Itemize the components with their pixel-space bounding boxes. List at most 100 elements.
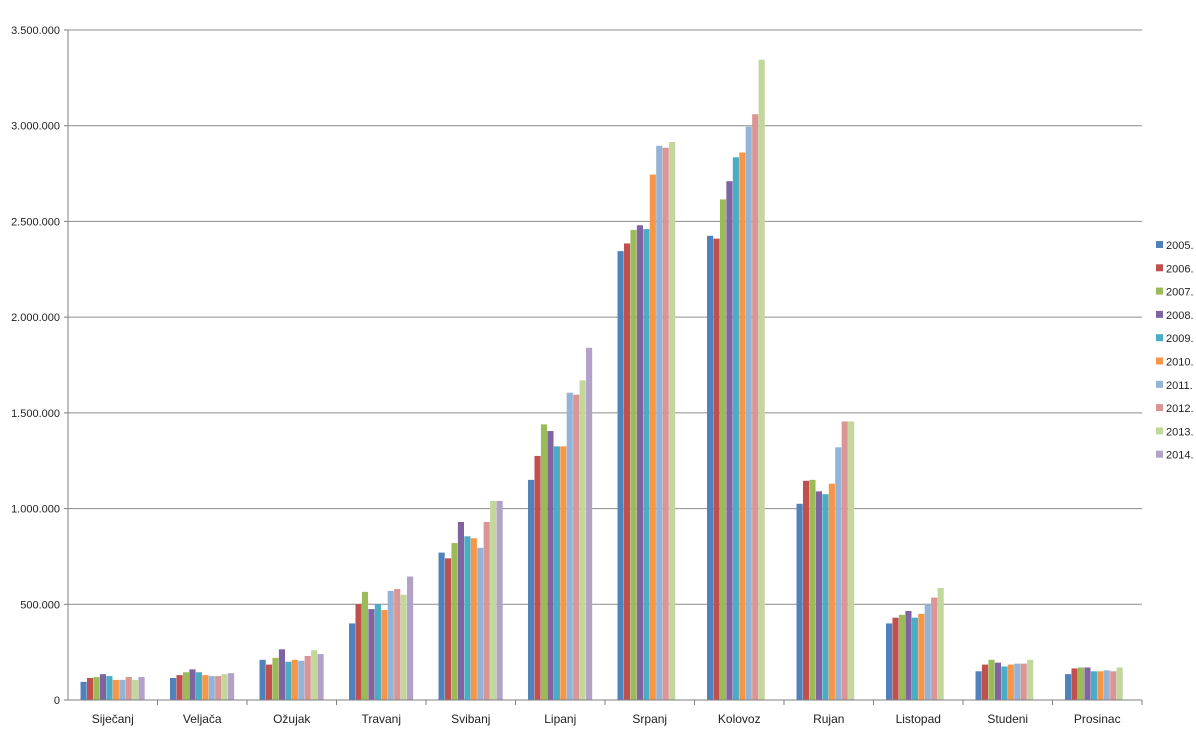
bar [80,681,87,700]
bar [298,660,305,700]
bar [1014,663,1021,700]
bar [662,147,669,700]
bar [649,174,656,700]
bar [623,243,631,700]
x-tick-label: Prosinac [1074,712,1121,726]
bar [490,500,497,700]
bar [802,480,810,700]
bar [208,676,215,700]
bar [573,394,580,700]
bar [886,623,893,700]
bar [93,677,100,700]
bar [534,455,541,700]
legend-swatch [1156,380,1163,388]
bar [1027,659,1034,700]
bar [125,677,132,700]
bar [259,659,266,700]
bar [732,157,739,701]
bar [892,617,899,700]
bar [815,491,823,700]
y-tick-label: 3.500.000 [11,25,60,37]
bar [170,677,177,700]
bar [106,676,113,700]
legend-label: 2007. [1166,287,1194,299]
bar [918,613,925,700]
bar [726,181,733,700]
bar [355,604,362,700]
bar [381,610,388,700]
bar [707,235,714,701]
bar [138,677,145,700]
bar [496,500,503,700]
legend-label: 2008. [1166,310,1194,322]
bar [994,662,1002,700]
bar [304,655,311,700]
bar [1084,667,1091,700]
bar [713,238,720,700]
bar [228,673,235,700]
bar [540,424,548,700]
legend-swatch [1156,427,1163,435]
bar [828,483,835,700]
x-tick-label: Rujan [813,712,844,726]
x-tick-label: Veljača [183,712,222,726]
bar [349,623,356,700]
y-tick-label: 1.000.000 [11,504,60,516]
bar [99,674,107,700]
bar [1001,666,1008,700]
bar [636,225,644,700]
bar [464,536,471,700]
legend-swatch [1156,404,1163,412]
bar [931,597,938,700]
y-tick-label: 500.000 [20,599,60,611]
y-tick-label: 3.000.000 [11,121,60,133]
gridlines [68,29,1142,605]
bar [579,380,586,700]
bar [361,591,369,700]
bar [387,590,394,700]
legend-label: 2005. [1166,240,1194,252]
bar [189,669,196,700]
bar [407,576,414,700]
y-tick-label: 0 [54,695,60,707]
bar [758,59,765,700]
bar [822,494,829,700]
bar [617,251,624,700]
legend-swatch [1156,264,1163,272]
bar [368,609,375,700]
bar [566,392,573,700]
bar [848,421,855,700]
bar [374,604,381,700]
bar [586,347,593,700]
y-tick-label: 2.500.000 [11,216,60,228]
bar [898,614,906,700]
bar [278,649,286,700]
bar [988,659,995,700]
bar [975,671,982,700]
bar [451,543,458,700]
bar [835,447,842,700]
bars [80,59,1123,701]
bar [547,431,554,700]
bar [560,446,567,700]
bar [86,677,94,700]
x-tick-label: Studeni [987,712,1028,726]
legend-swatch [1156,310,1163,318]
bar [265,664,273,700]
bar [477,547,484,700]
bar [182,672,190,700]
bar [656,145,663,701]
y-tick-label: 2.000.000 [11,312,60,324]
bar [643,229,650,701]
legend-swatch [1156,334,1163,342]
bar [438,552,445,700]
bar [752,114,759,700]
bar [911,617,918,700]
bar [1110,671,1117,700]
bar [221,674,228,700]
bar [1090,671,1097,700]
bar [719,199,727,700]
bar [176,675,183,700]
bar [1020,663,1027,700]
